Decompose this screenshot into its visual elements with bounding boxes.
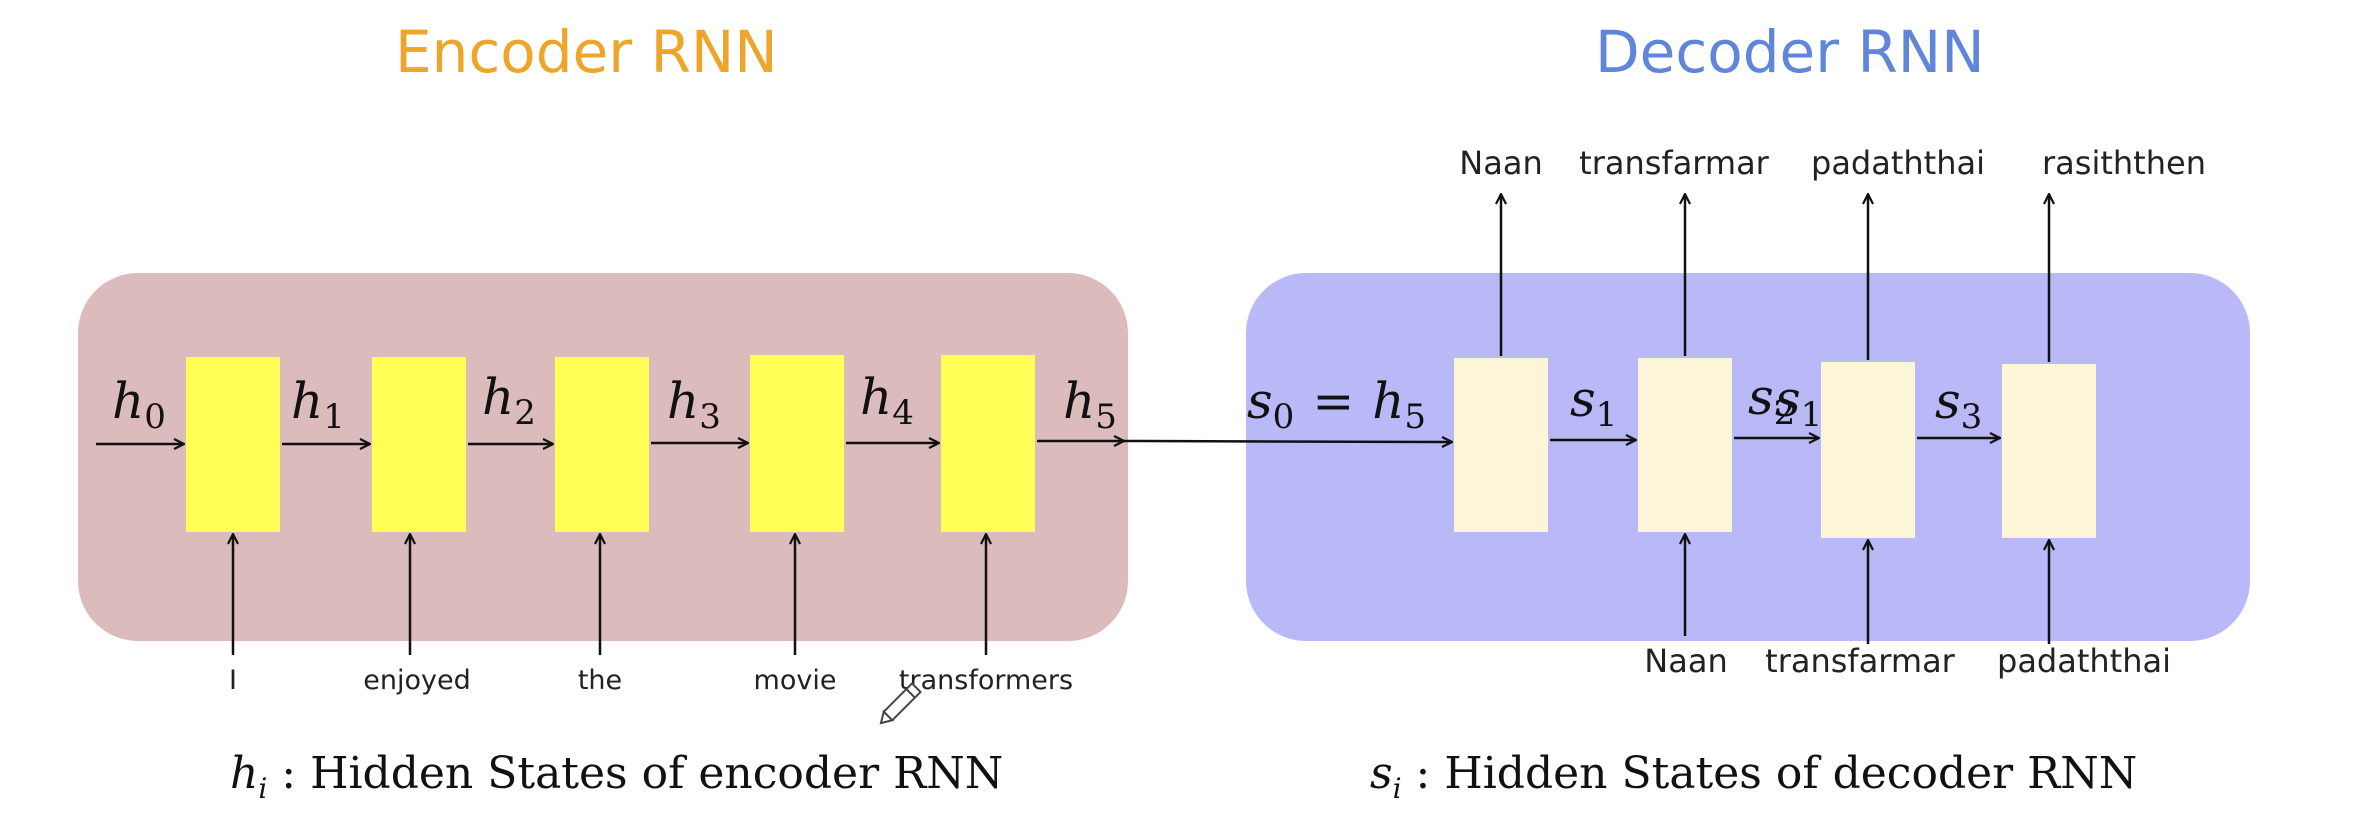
label-s3: s3 [1935, 372, 1982, 437]
encoder-cell-1 [186, 357, 280, 532]
output-word-2: transfarmar [1579, 144, 1770, 182]
encoder-cell-2 [372, 357, 466, 532]
encoder-caption: hi : Hidden States of encoder RNN [230, 748, 1003, 805]
label-s0-eq-h5: s0 = h5 [1247, 372, 1426, 437]
label-s2: s2 [1748, 368, 1795, 433]
label-h0: h0 [112, 372, 166, 437]
label-h4: h4 [860, 368, 914, 433]
output-word-3: padaththai [1811, 144, 1985, 182]
encoder-caption-var: h [230, 748, 259, 799]
decoder-panel [1246, 273, 2250, 641]
input-word-4: movie [754, 665, 837, 696]
label-s1-overlap: s1 [1775, 370, 1822, 435]
decoder-cell-4 [2002, 364, 2096, 538]
decoder-caption-var: s [1370, 748, 1393, 799]
input-word-5: transformers [899, 665, 1073, 696]
label-h2: h2 [482, 368, 536, 433]
label-h1: h1 [291, 372, 345, 437]
label-s1: s1 [1570, 370, 1617, 435]
label-h5: h5 [1063, 372, 1117, 437]
encoder-cell-4 [750, 355, 844, 532]
input-word-1: I [229, 665, 237, 696]
pencil-cursor-icon [879, 682, 922, 725]
encoder-caption-sub: i [258, 771, 268, 805]
encoder-cell-3 [555, 357, 649, 532]
encoder-cell-5 [941, 355, 1035, 532]
dec-input-word-1: Naan [1644, 642, 1727, 680]
decoder-cell-1 [1454, 358, 1548, 532]
decoder-caption-text: : Hidden States of decoder RNN [1401, 748, 2138, 799]
output-word-1: Naan [1459, 144, 1542, 182]
input-word-2: enjoyed [363, 665, 470, 696]
decoder-caption-sub: i [1392, 771, 1402, 805]
dec-input-word-3: padaththai [1997, 642, 2171, 680]
decoder-title: Decoder RNN [1595, 18, 1985, 86]
encoder-title: Encoder RNN [395, 18, 778, 86]
output-word-4: rasiththen [2042, 144, 2206, 182]
encoder-caption-text: : Hidden States of encoder RNN [267, 748, 1004, 799]
input-word-3: the [578, 665, 622, 696]
decoder-cell-2 [1638, 358, 1732, 532]
arrow-s0 [1123, 441, 1452, 442]
decoder-cell-3 [1821, 362, 1915, 538]
decoder-caption: si : Hidden States of decoder RNN [1370, 748, 2137, 805]
dec-input-word-2: transfarmar [1765, 642, 1956, 680]
label-h3: h3 [667, 372, 721, 437]
